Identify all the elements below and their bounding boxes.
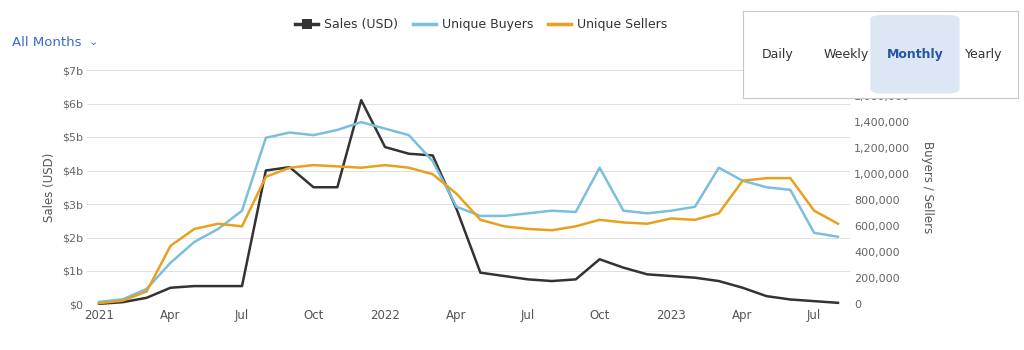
Text: ⌄: ⌄	[89, 37, 98, 47]
Text: Yearly: Yearly	[965, 48, 1002, 61]
Legend: Sales (USD), Unique Buyers, Unique Sellers: Sales (USD), Unique Buyers, Unique Selle…	[291, 13, 672, 36]
Y-axis label: Sales (USD): Sales (USD)	[43, 153, 56, 222]
FancyBboxPatch shape	[870, 15, 959, 93]
Text: All Months: All Months	[12, 35, 82, 49]
Y-axis label: Buyers / Sellers: Buyers / Sellers	[922, 141, 934, 233]
Text: Weekly: Weekly	[823, 48, 869, 61]
Text: Daily: Daily	[762, 48, 794, 61]
Text: Monthly: Monthly	[887, 48, 943, 61]
